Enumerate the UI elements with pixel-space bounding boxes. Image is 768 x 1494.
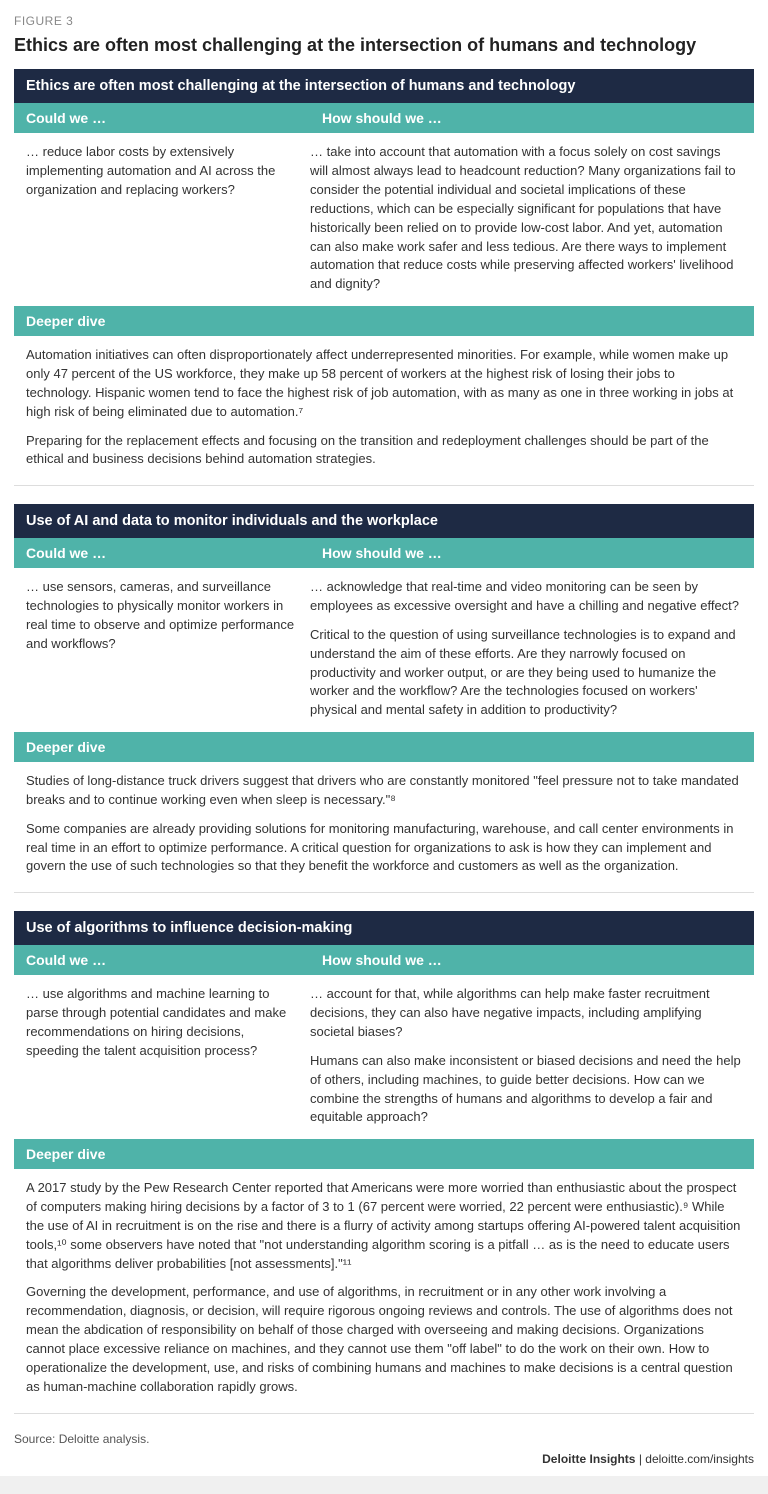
body-row: … use algorithms and machine learning to… <box>14 975 754 1139</box>
body-row: … reduce labor costs by extensively impl… <box>14 133 754 306</box>
col-header-should: How should we … <box>310 538 754 568</box>
deeper-dive-body: Studies of long-distance truck drivers s… <box>14 762 754 880</box>
dive-para: Studies of long-distance truck drivers s… <box>26 772 742 810</box>
brand-url: | deloitte.com/insights <box>635 1452 754 1466</box>
should-text: … acknowledge that real-time and video m… <box>310 578 754 720</box>
dive-para: Automation initiatives can often disprop… <box>26 346 742 421</box>
column-header-row: Could we … How should we … <box>14 945 754 975</box>
figure-page: FIGURE 3 Ethics are often most challengi… <box>0 0 768 1476</box>
column-header-row: Could we … How should we … <box>14 538 754 568</box>
section-algorithms: Use of algorithms to influence decision-… <box>14 911 754 1413</box>
section-header: Use of algorithms to influence decision-… <box>14 911 754 945</box>
section-header: Ethics are often most challenging at the… <box>14 69 754 103</box>
col-header-should: How should we … <box>310 945 754 975</box>
main-title: Ethics are often most challenging at the… <box>14 34 754 57</box>
col-header-should: How should we … <box>310 103 754 133</box>
dive-para: A 2017 study by the Pew Research Center … <box>26 1179 742 1273</box>
column-header-row: Could we … How should we … <box>14 103 754 133</box>
section-automation: Ethics are often most challenging at the… <box>14 69 754 486</box>
should-para: Critical to the question of using survei… <box>310 626 742 720</box>
source-line: Source: Deloitte analysis. <box>14 1432 754 1446</box>
dive-para: Some companies are already providing sol… <box>26 820 742 877</box>
deeper-dive-header: Deeper dive <box>14 306 754 336</box>
should-text: … take into account that automation with… <box>310 143 754 294</box>
col-header-could: Could we … <box>14 945 310 975</box>
brand-name: Deloitte Insights <box>542 1452 635 1466</box>
dive-para: Preparing for the replacement effects an… <box>26 432 742 470</box>
body-row: … use sensors, cameras, and surveillance… <box>14 568 754 732</box>
should-para: Humans can also make inconsistent or bia… <box>310 1052 742 1127</box>
section-header: Use of AI and data to monitor individual… <box>14 504 754 538</box>
dive-para: Governing the development, performance, … <box>26 1283 742 1396</box>
could-text: … reduce labor costs by extensively impl… <box>14 143 310 294</box>
deeper-dive-body: Automation initiatives can often disprop… <box>14 336 754 473</box>
figure-label: FIGURE 3 <box>14 14 754 28</box>
should-para: … take into account that automation with… <box>310 143 742 294</box>
deeper-dive-header: Deeper dive <box>14 1139 754 1169</box>
col-header-could: Could we … <box>14 103 310 133</box>
could-text: … use sensors, cameras, and surveillance… <box>14 578 310 720</box>
should-para: … account for that, while algorithms can… <box>310 985 742 1042</box>
col-header-could: Could we … <box>14 538 310 568</box>
could-text: … use algorithms and machine learning to… <box>14 985 310 1127</box>
should-para: … acknowledge that real-time and video m… <box>310 578 742 616</box>
deeper-dive-body: A 2017 study by the Pew Research Center … <box>14 1169 754 1400</box>
section-monitoring: Use of AI and data to monitor individual… <box>14 504 754 893</box>
should-text: … account for that, while algorithms can… <box>310 985 754 1127</box>
footer-brand: Deloitte Insights | deloitte.com/insight… <box>14 1452 754 1466</box>
deeper-dive-header: Deeper dive <box>14 732 754 762</box>
